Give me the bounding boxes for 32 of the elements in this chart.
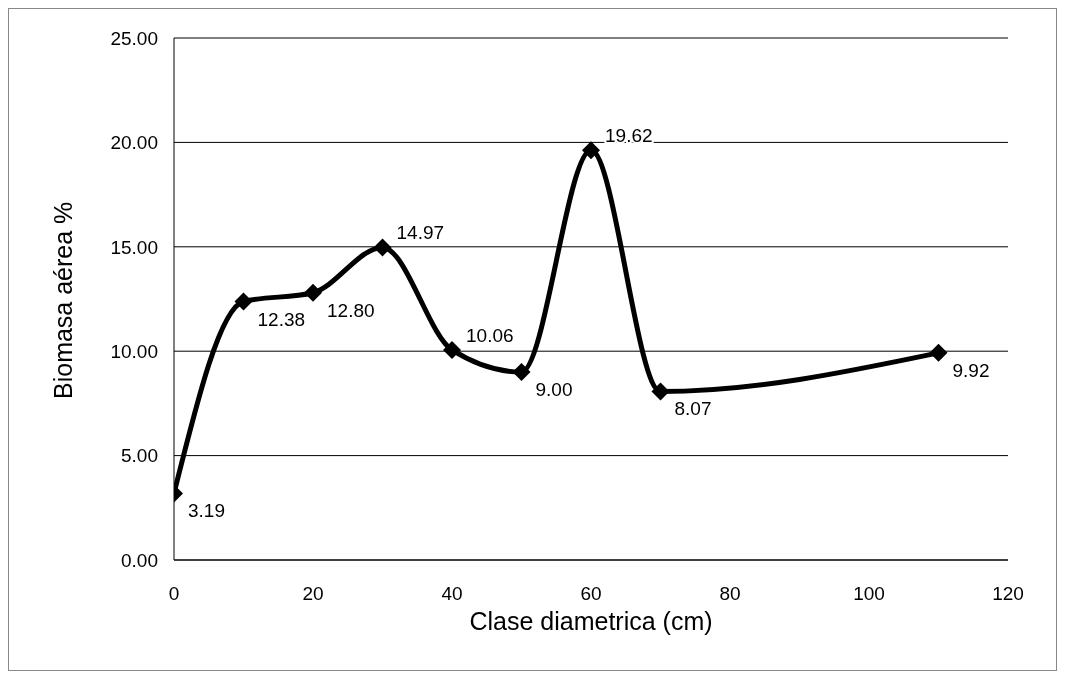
point: [929, 343, 948, 362]
point: [443, 340, 461, 359]
y-tick-label: 20.00: [110, 132, 158, 154]
data-label: 19.62: [605, 125, 653, 147]
y-axis-title: Biomasa aérea %: [48, 201, 77, 399]
data-label: 3.19: [188, 500, 225, 522]
point: [234, 292, 253, 311]
y-tick-label: 0.00: [121, 549, 158, 571]
x-tick-label: 60: [580, 583, 602, 604]
y-tick-label: 10.00: [110, 340, 158, 362]
x-tick-label: 40: [441, 583, 463, 604]
point: [373, 238, 392, 257]
point: [582, 141, 600, 160]
x-tick-label: 120: [992, 583, 1024, 604]
y-tick-label: 15.00: [110, 236, 158, 258]
data-label: 8.07: [674, 398, 712, 420]
x-tick-label: 80: [719, 583, 741, 604]
point: [651, 382, 670, 401]
x-axis-title: Clase diametrica (cm): [469, 607, 713, 635]
data-label: 9.92: [952, 359, 990, 381]
data-label: 9.00: [535, 379, 573, 401]
point: [304, 283, 322, 302]
x-tick-label: 100: [853, 583, 885, 604]
data-label: 10.06: [466, 324, 514, 346]
point: [512, 363, 531, 382]
y-tick-label: 5.00: [121, 445, 158, 467]
data-label: 12.38: [257, 308, 306, 330]
data-label: 12.80: [327, 299, 375, 321]
y-tick-label: 25.00: [110, 27, 158, 49]
x-tick-label: 0: [168, 583, 180, 604]
data-label: 14.97: [396, 222, 445, 244]
x-tick-label: 20: [302, 583, 324, 604]
